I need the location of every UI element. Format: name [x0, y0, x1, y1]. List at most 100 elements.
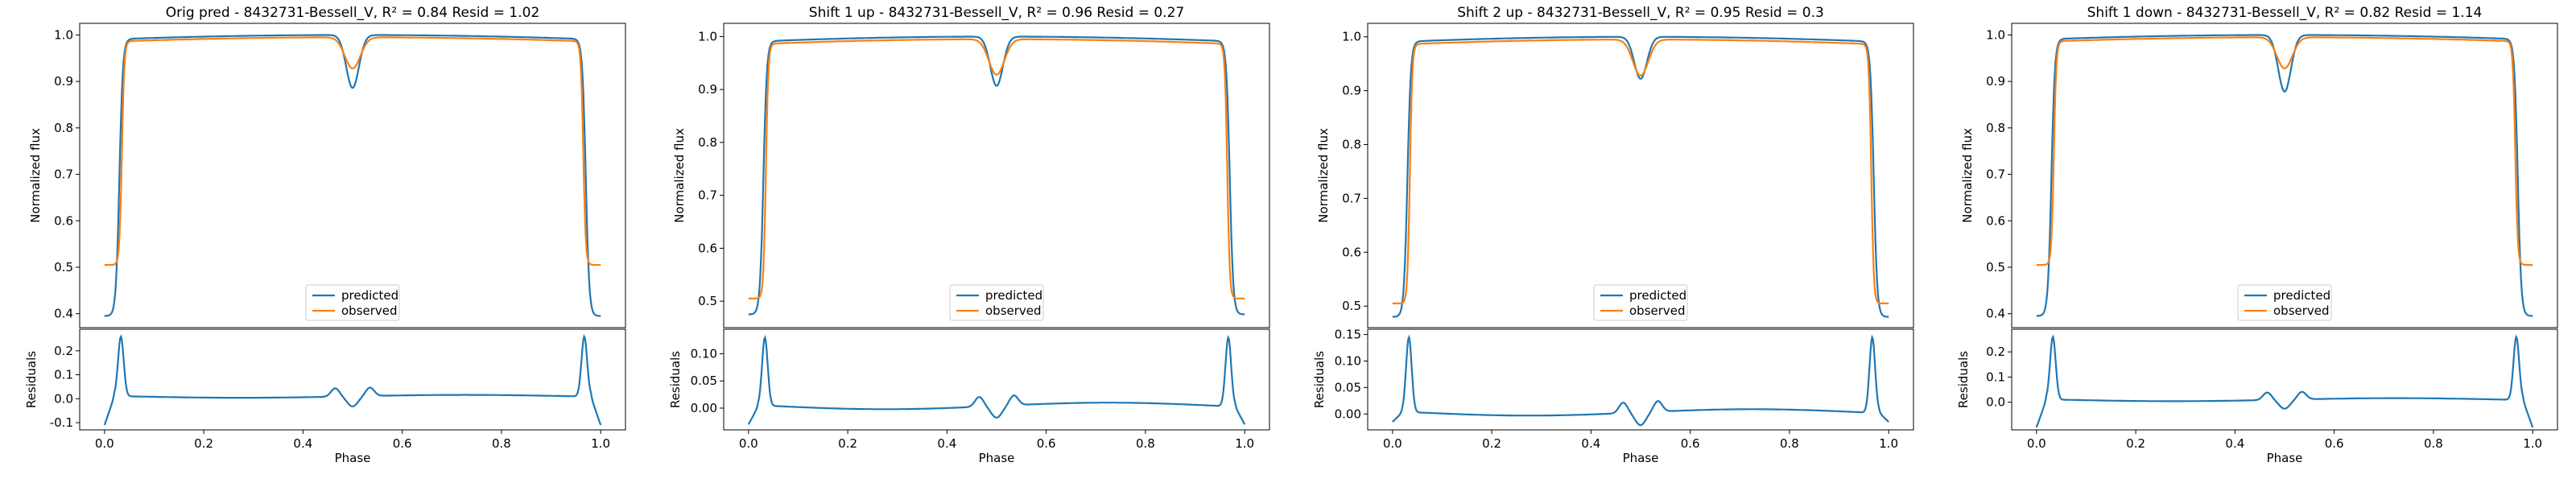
flux-ytick-label: 1.0 [1986, 27, 2005, 42]
predicted-series-line [2036, 34, 2533, 317]
chart-title: Shift 1 up - 8432731-Bessell_V, R² = 0.9… [809, 5, 1184, 21]
predicted-series-line [104, 34, 601, 317]
flux-ytick-label: 1.0 [698, 29, 717, 43]
flux-ylabel: Normalized flux [672, 128, 687, 223]
flux-ytick-label: 0.6 [1986, 213, 2005, 228]
flux-ytick-label: 0.5 [698, 294, 717, 308]
residual-ylabel: Residuals [1312, 351, 1327, 408]
residual-ytick-label: 0.10 [1335, 353, 1361, 368]
residual-ytick-label: 0.05 [1335, 380, 1361, 394]
residual-series-line [1392, 334, 1889, 427]
xtick-label: 0.6 [2325, 436, 2344, 451]
flux-ytick-label: 0.8 [1986, 121, 2005, 135]
flux-ytick-label: 0.5 [1342, 299, 1361, 313]
flux-ytick-label: 0.6 [1342, 245, 1361, 259]
xtick-label: 0.6 [1681, 436, 1700, 451]
residual-series-line [747, 334, 1246, 425]
observed-series-line [748, 38, 1245, 299]
xtick-label: 1.0 [1879, 436, 1898, 451]
residual-ylabel: Residuals [1956, 351, 1971, 408]
flux-ytick-label: 0.5 [1986, 260, 2005, 275]
xtick-label: 0.0 [739, 436, 758, 451]
residual-ytick-label: 0.1 [1986, 369, 2005, 384]
xlabel: Phase [2267, 451, 2303, 465]
flux-ytick-label: 0.9 [54, 74, 73, 89]
observed-series-line [1392, 39, 1889, 304]
residual-ytick-label: 0.0 [54, 391, 73, 406]
flux-ytick-label: 0.7 [54, 167, 73, 182]
xtick-label: 0.8 [1780, 436, 1799, 451]
subplot-3: Shift 2 up - 8432731-Bessell_V, R² = 0.9… [1312, 5, 1914, 465]
xtick-label: 0.0 [95, 436, 114, 451]
flux-axes-frame [2011, 23, 2558, 328]
xtick-label: 0.0 [2027, 436, 2046, 451]
legend-observed-label: observed [1629, 303, 1686, 318]
xtick-label: 0.4 [2225, 436, 2244, 451]
chart-title: Shift 2 up - 8432731-Bessell_V, R² = 0.9… [1457, 5, 1824, 21]
observed-series-line [2036, 36, 2533, 266]
flux-ytick-label: 0.4 [1986, 307, 2005, 321]
legend-predicted-label: predicted [985, 288, 1042, 303]
residual-series-line [2035, 334, 2534, 428]
flux-ytick-label: 1.0 [1342, 30, 1361, 44]
xtick-label: 0.4 [1581, 436, 1600, 451]
legend-predicted-label: predicted [341, 288, 398, 303]
xtick-label: 1.0 [2523, 436, 2542, 451]
xtick-label: 0.6 [393, 436, 412, 451]
legend-predicted-label: predicted [2273, 288, 2330, 303]
xtick-label: 0.2 [2126, 436, 2145, 451]
residual-ytick-label: 0.00 [1335, 407, 1361, 421]
flux-axes-frame [1367, 23, 1914, 328]
flux-ytick-label: 1.0 [54, 27, 73, 42]
residual-axes-frame [1367, 328, 1914, 431]
xlabel: Phase [1623, 451, 1659, 465]
predicted-series-line [748, 35, 1245, 316]
residual-ytick-label: -0.1 [50, 415, 73, 430]
legend-observed-label: observed [341, 303, 398, 318]
predicted-series-line [1392, 35, 1889, 318]
chart-title: Orig pred - 8432731-Bessell_V, R² = 0.84… [166, 5, 540, 21]
residual-ytick-label: 0.2 [1986, 345, 2005, 359]
flux-ytick-label: 0.5 [54, 260, 73, 275]
flux-ytick-label: 0.9 [698, 82, 717, 97]
xtick-label: 0.2 [838, 436, 857, 451]
flux-ytick-label: 0.7 [698, 188, 717, 203]
xtick-label: 0.8 [492, 436, 511, 451]
subplot-1: Orig pred - 8432731-Bessell_V, R² = 0.84… [24, 5, 626, 465]
residual-ytick-label: 0.10 [691, 346, 717, 361]
subplot-4: Shift 1 down - 8432731-Bessell_V, R² = 0… [1956, 5, 2558, 465]
xtick-label: 0.6 [1037, 436, 1056, 451]
residual-ytick-label: 0.05 [691, 374, 717, 388]
flux-ytick-label: 0.9 [1342, 84, 1361, 98]
flux-axes-frame [723, 23, 1270, 328]
flux-ylabel: Normalized flux [1316, 128, 1331, 223]
chart-title: Shift 1 down - 8432731-Bessell_V, R² = 0… [2087, 5, 2483, 21]
flux-ytick-label: 0.8 [698, 135, 717, 150]
residual-ytick-label: 0.0 [1986, 395, 2005, 410]
legend-predicted-label: predicted [1629, 288, 1686, 303]
flux-ytick-label: 0.6 [54, 213, 73, 228]
xtick-label: 0.8 [2424, 436, 2443, 451]
flux-ytick-label: 0.7 [1986, 167, 2005, 182]
residual-ytick-label: 0.2 [54, 344, 73, 358]
flux-ylabel: Normalized flux [1960, 128, 1975, 223]
residual-axes-frame [2011, 328, 2558, 431]
residual-series-line [103, 334, 602, 426]
xtick-label: 1.0 [1235, 436, 1254, 451]
xtick-label: 0.4 [293, 436, 312, 451]
flux-ylabel: Normalized flux [28, 128, 43, 223]
residual-ytick-label: 0.15 [1335, 328, 1361, 342]
xtick-label: 0.8 [1136, 436, 1155, 451]
flux-ytick-label: 0.6 [698, 241, 717, 255]
xtick-label: 0.4 [937, 436, 956, 451]
residual-axes-frame [79, 328, 626, 431]
flux-ytick-label: 0.9 [1986, 74, 2005, 89]
xtick-label: 1.0 [591, 436, 610, 451]
residual-ytick-label: 0.00 [691, 401, 717, 415]
xtick-label: 0.0 [1383, 436, 1402, 451]
